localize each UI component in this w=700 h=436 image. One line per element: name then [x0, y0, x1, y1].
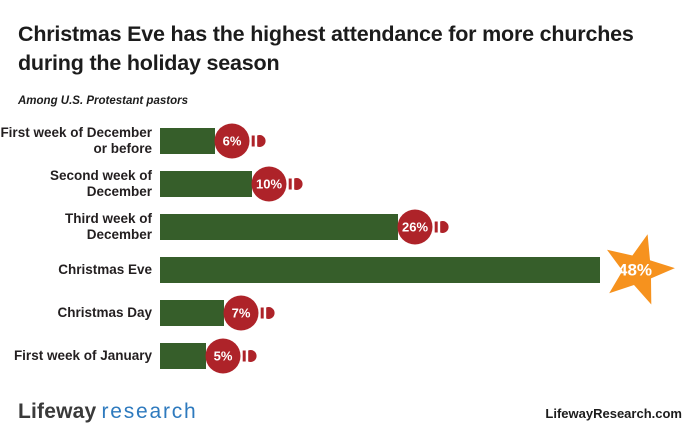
bar-area: 48% — [160, 234, 700, 305]
category-label: Christmas Day — [57, 304, 152, 320]
bar-area: 6% — [160, 123, 700, 159]
bar-chart: First week of December or before 6% Secon… — [0, 123, 700, 374]
footer: Lifeway research LifewayResearch.com — [0, 400, 700, 424]
bar-area: 5% — [160, 338, 700, 374]
bar — [160, 128, 215, 154]
value-marker: 26% — [396, 205, 450, 249]
svg-text:5%: 5% — [213, 349, 232, 364]
christmas-ornament-icon: 10% — [251, 166, 303, 202]
bar — [160, 214, 399, 240]
chart-row: Christmas Day 7% — [0, 295, 700, 331]
category-label: First week of December or before — [0, 124, 152, 157]
christmas-ornament-icon: 5% — [205, 338, 257, 374]
chart-row: First week of December or before 6% — [0, 123, 700, 159]
chart-subtitle: Among U.S. Protestant pastors — [18, 95, 188, 107]
category-label: Third week of December — [64, 210, 152, 243]
chart-title: Christmas Eve has the highest attendance… — [18, 22, 634, 75]
bar-area: 7% — [160, 295, 700, 331]
logo-text-lifeway: Lifeway — [18, 400, 97, 423]
value-marker: 7% — [222, 291, 276, 335]
value-marker: 48% — [596, 228, 680, 312]
category-label: Christmas Eve — [58, 261, 152, 277]
bar-area: 10% — [160, 166, 700, 202]
category-label: Second week of December — [49, 167, 152, 200]
svg-text:10%: 10% — [256, 177, 282, 192]
star-burst-icon: 48% — [607, 234, 675, 305]
svg-text:26%: 26% — [402, 220, 428, 235]
christmas-ornament-icon: 6% — [214, 123, 266, 159]
svg-text:6%: 6% — [223, 134, 242, 149]
bar — [160, 343, 206, 369]
chart-rows: First week of December or before 6% Secon… — [0, 123, 700, 374]
svg-text:7%: 7% — [232, 306, 251, 321]
chart-row: Second week of December 10% — [0, 166, 700, 202]
value-marker: 6% — [213, 119, 267, 163]
chart-row: First week of January 5% — [0, 338, 700, 374]
christmas-ornament-icon: 7% — [223, 295, 275, 331]
bar-area: 26% — [160, 209, 700, 245]
logo-text-research: research — [101, 400, 198, 423]
christmas-ornament-icon: 26% — [397, 209, 449, 245]
bar — [160, 300, 225, 326]
value-marker: 10% — [250, 162, 304, 206]
svg-text:48%: 48% — [618, 261, 652, 280]
bar — [160, 171, 252, 197]
bar — [160, 257, 601, 283]
header: Christmas Eve has the highest attendance… — [0, 0, 700, 107]
source-url: LifewayResearch.com — [545, 406, 682, 421]
category-label: First week of January — [13, 347, 152, 363]
chart-row: Christmas Eve 48% — [0, 234, 700, 305]
value-marker: 5% — [204, 334, 258, 378]
chart-row: Third week of December 26% — [0, 209, 700, 245]
lifeway-research-logo: Lifeway research — [18, 400, 198, 424]
